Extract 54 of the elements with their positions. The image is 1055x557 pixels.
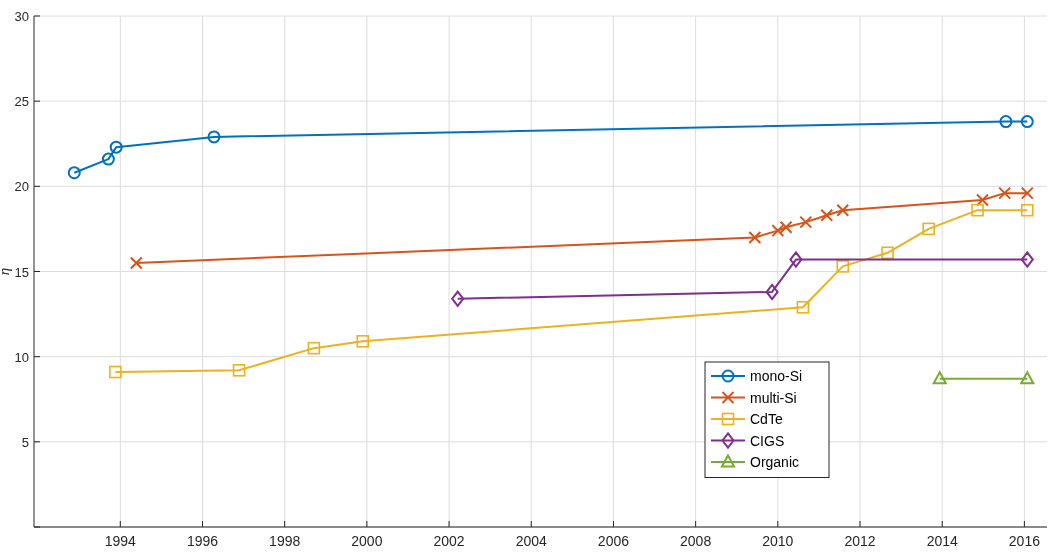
point bbox=[789, 251, 803, 268]
x-tick-label: 2012 bbox=[844, 533, 876, 549]
point bbox=[998, 186, 1012, 200]
y-tick-label: 20 bbox=[14, 179, 29, 195]
point bbox=[1020, 115, 1034, 129]
legend-label: CIGS bbox=[750, 432, 785, 449]
legend-label: Organic bbox=[750, 454, 800, 470]
point bbox=[820, 208, 834, 222]
y-tick-label: 5 bbox=[21, 434, 29, 450]
x-tick-label: 2000 bbox=[351, 533, 383, 549]
point bbox=[748, 230, 762, 244]
point bbox=[307, 341, 321, 355]
y-tick-label: 10 bbox=[14, 349, 29, 365]
point bbox=[779, 220, 793, 234]
point bbox=[881, 246, 894, 260]
x-tick-label: 2004 bbox=[515, 533, 548, 549]
y-tick-label: 15 bbox=[14, 264, 29, 280]
point bbox=[836, 260, 850, 273]
point bbox=[101, 152, 115, 166]
x-tick-label: 2010 bbox=[762, 533, 794, 549]
point bbox=[771, 224, 785, 238]
point bbox=[109, 365, 122, 379]
point bbox=[1020, 186, 1034, 200]
legend-label: CdTe bbox=[750, 411, 783, 427]
x-tick-label: 1996 bbox=[186, 533, 219, 549]
point bbox=[109, 140, 123, 154]
legend-label: multi-Si bbox=[750, 389, 797, 406]
x-tick-label: 1994 bbox=[104, 533, 137, 549]
y-tick-label: 30 bbox=[14, 9, 29, 24]
point bbox=[1020, 251, 1034, 268]
x-tick-label: 2002 bbox=[433, 533, 465, 549]
point bbox=[67, 166, 81, 180]
point bbox=[356, 335, 370, 348]
x-tick-label: 2006 bbox=[597, 533, 630, 549]
point bbox=[232, 363, 246, 377]
x-tick-label: 1998 bbox=[269, 533, 301, 549]
point bbox=[922, 222, 935, 236]
point bbox=[451, 290, 465, 307]
point bbox=[836, 203, 850, 217]
point bbox=[999, 115, 1013, 129]
point bbox=[971, 203, 984, 217]
point bbox=[975, 193, 989, 207]
point bbox=[1020, 203, 1034, 217]
point bbox=[799, 215, 813, 229]
point bbox=[207, 130, 221, 144]
x-tick-label: 2008 bbox=[680, 533, 712, 549]
x-tick-label: 2016 bbox=[1008, 533, 1041, 549]
point bbox=[765, 283, 779, 301]
point bbox=[796, 300, 810, 314]
x-tick-label: 2014 bbox=[926, 533, 958, 549]
legend-label: mono-Si bbox=[750, 368, 803, 384]
y-tick-label: 25 bbox=[14, 94, 29, 110]
point bbox=[129, 256, 143, 270]
y-axis-title: η bbox=[0, 267, 12, 276]
